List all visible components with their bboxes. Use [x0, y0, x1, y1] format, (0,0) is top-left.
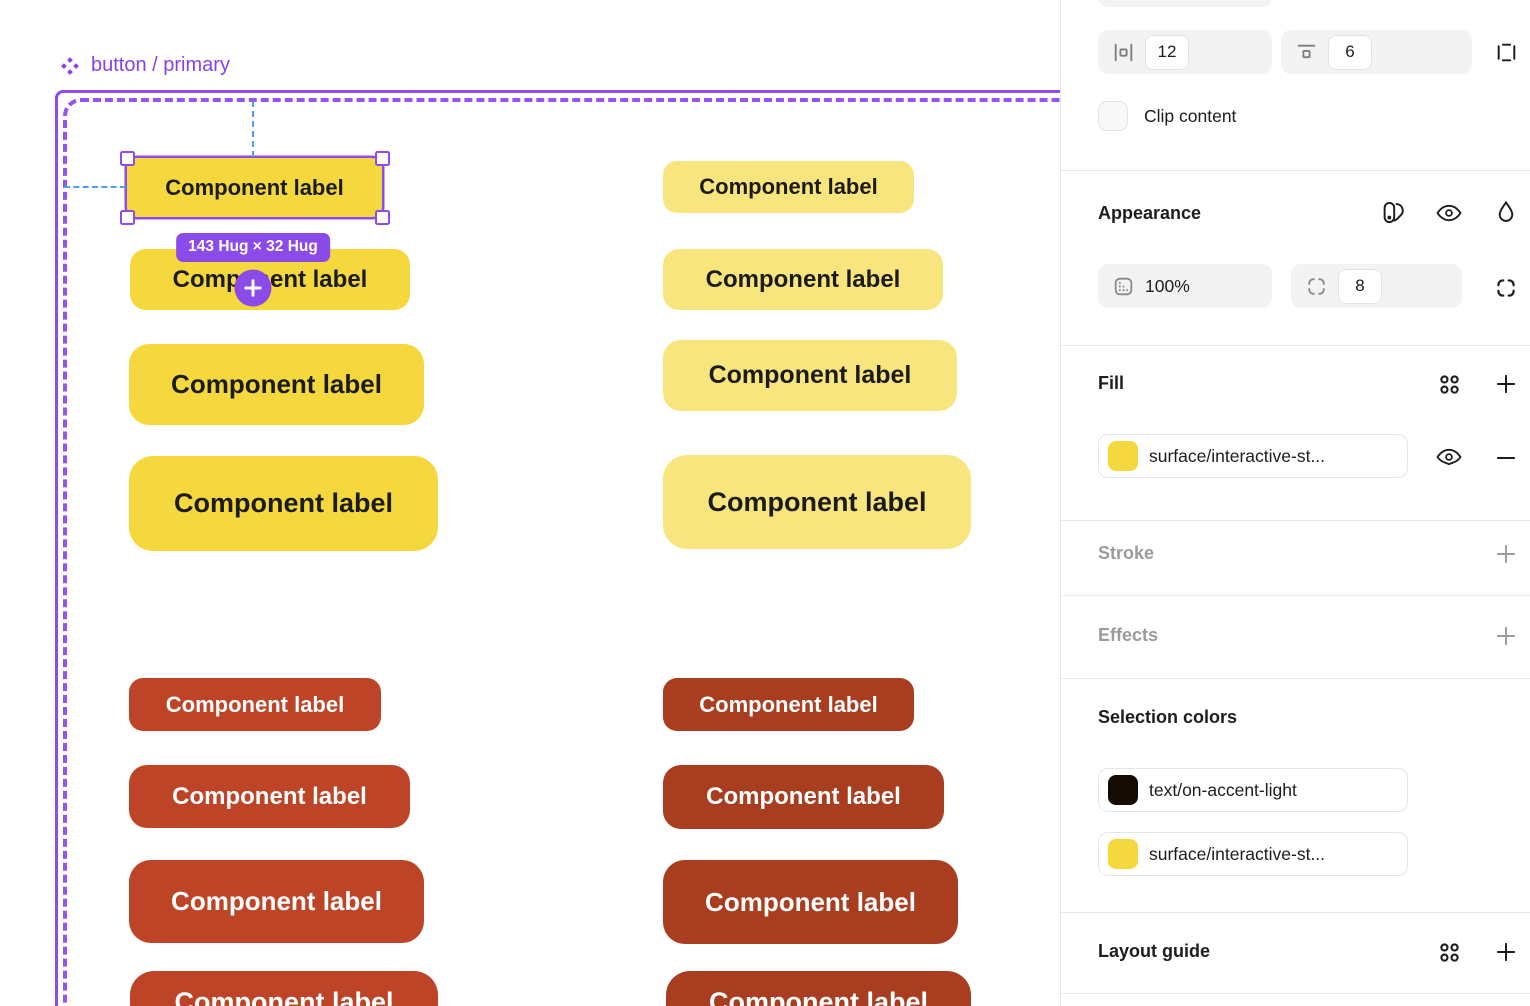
- component-button[interactable]: Component label: [663, 455, 971, 549]
- divider: [1061, 595, 1530, 596]
- add-layout-guide-icon[interactable]: [1493, 939, 1519, 965]
- component-button[interactable]: Component label: [663, 340, 957, 411]
- component-set-name: button / primary: [91, 54, 230, 76]
- blend-mode-drop-icon[interactable]: [1493, 199, 1519, 225]
- stroke-title: Stroke: [1098, 543, 1155, 563]
- component-button[interactable]: Component label: [129, 765, 410, 828]
- plus-icon: [244, 279, 263, 298]
- clip-content-label: Clip content: [1144, 105, 1237, 126]
- vertical-padding-value[interactable]: 6: [1328, 34, 1372, 70]
- gap-value[interactable]: 12: [1145, 34, 1189, 70]
- component-button[interactable]: Component label: [129, 456, 438, 551]
- fill-style-name: surface/interactive-st...: [1149, 445, 1326, 466]
- component-button[interactable]: Component label: [129, 344, 424, 425]
- properties-panel: 12 6 Clip content Appearance: [1060, 0, 1530, 1006]
- alignment-guide-horizontal: [64, 186, 126, 188]
- styles-grid-icon[interactable]: [1436, 371, 1463, 398]
- selection-colors-title: Selection colors: [1098, 707, 1238, 727]
- opacity-input[interactable]: 100%: [1098, 264, 1272, 308]
- apply-styles-icon[interactable]: [1379, 199, 1406, 226]
- divider: [1061, 170, 1530, 171]
- opacity-icon: [1111, 274, 1136, 299]
- divider: [1061, 678, 1530, 679]
- layout-guide-title: Layout guide: [1098, 941, 1210, 961]
- design-canvas[interactable]: button / primary Component label Componen…: [0, 0, 1060, 1006]
- component-button[interactable]: Component label: [129, 678, 381, 731]
- component-set-selection-frame: [55, 90, 1060, 1006]
- opacity-value[interactable]: 100%: [1145, 275, 1190, 296]
- selection-handle-top-left[interactable]: [119, 150, 135, 166]
- fill-style-chip[interactable]: surface/interactive-st...: [1098, 434, 1408, 478]
- selection-color-name: text/on-accent-light: [1149, 779, 1297, 800]
- vertical-padding-icon: [1294, 40, 1319, 65]
- add-variant-button[interactable]: [234, 269, 272, 307]
- add-fill-icon[interactable]: [1493, 371, 1519, 397]
- size-badge: 143 Hug × 32 Hug: [176, 233, 330, 262]
- independent-padding-icon[interactable]: [1494, 40, 1519, 65]
- divider: [1061, 345, 1530, 346]
- add-effect-icon[interactable]: [1493, 623, 1519, 649]
- auto-layout-partial-input[interactable]: [1098, 0, 1272, 7]
- selection-color-chip[interactable]: surface/interactive-st...: [1098, 832, 1408, 876]
- component-button[interactable]: Component label: [127, 158, 382, 217]
- component-set-icon: [59, 55, 81, 77]
- selection-handle-bottom-left[interactable]: [119, 209, 135, 225]
- selection-color-chip[interactable]: text/on-accent-light: [1098, 768, 1408, 812]
- selection-color-swatch[interactable]: [1108, 775, 1138, 805]
- component-button[interactable]: Component label: [130, 971, 438, 1006]
- vertical-padding-input[interactable]: 6: [1281, 30, 1472, 74]
- fill-visibility-eye-icon[interactable]: [1435, 445, 1463, 469]
- corner-radius-icon: [1304, 274, 1329, 299]
- alignment-guide-vertical: [252, 101, 254, 157]
- selection-color-name: surface/interactive-st...: [1149, 843, 1326, 864]
- visibility-eye-icon[interactable]: [1435, 201, 1463, 225]
- remove-fill-icon[interactable]: [1493, 445, 1519, 471]
- selection-handle-bottom-right[interactable]: [374, 209, 390, 225]
- clip-content-checkbox[interactable]: [1098, 101, 1128, 131]
- effects-title: Effects: [1098, 625, 1159, 645]
- component-button[interactable]: Component label: [663, 161, 914, 213]
- component-button[interactable]: Component label: [666, 971, 971, 1006]
- component-button[interactable]: Component label: [663, 765, 944, 829]
- layout-guide-grid-icon[interactable]: [1436, 939, 1463, 966]
- selection-color-swatch[interactable]: [1108, 839, 1138, 869]
- component-set-dashed-boundary: [63, 98, 1060, 1006]
- divider: [1061, 520, 1530, 521]
- horizontal-gap-icon: [1111, 40, 1136, 65]
- selection-handle-top-right[interactable]: [374, 150, 390, 166]
- component-set-title[interactable]: button / primary: [59, 54, 230, 77]
- component-button[interactable]: Component label: [663, 678, 914, 731]
- component-button[interactable]: Component label: [663, 249, 943, 310]
- fill-swatch[interactable]: [1108, 441, 1138, 471]
- fill-title: Fill: [1098, 373, 1124, 393]
- divider: [1061, 912, 1530, 913]
- component-button[interactable]: Component label: [129, 860, 424, 943]
- add-stroke-icon[interactable]: [1493, 541, 1519, 567]
- appearance-title: Appearance: [1098, 203, 1202, 223]
- independent-corners-icon[interactable]: [1493, 275, 1519, 301]
- divider: [1061, 993, 1530, 994]
- gap-input[interactable]: 12: [1098, 30, 1272, 74]
- corner-radius-value[interactable]: 8: [1338, 268, 1382, 304]
- component-button[interactable]: Component label: [663, 860, 958, 944]
- corner-radius-input[interactable]: 8: [1291, 264, 1462, 308]
